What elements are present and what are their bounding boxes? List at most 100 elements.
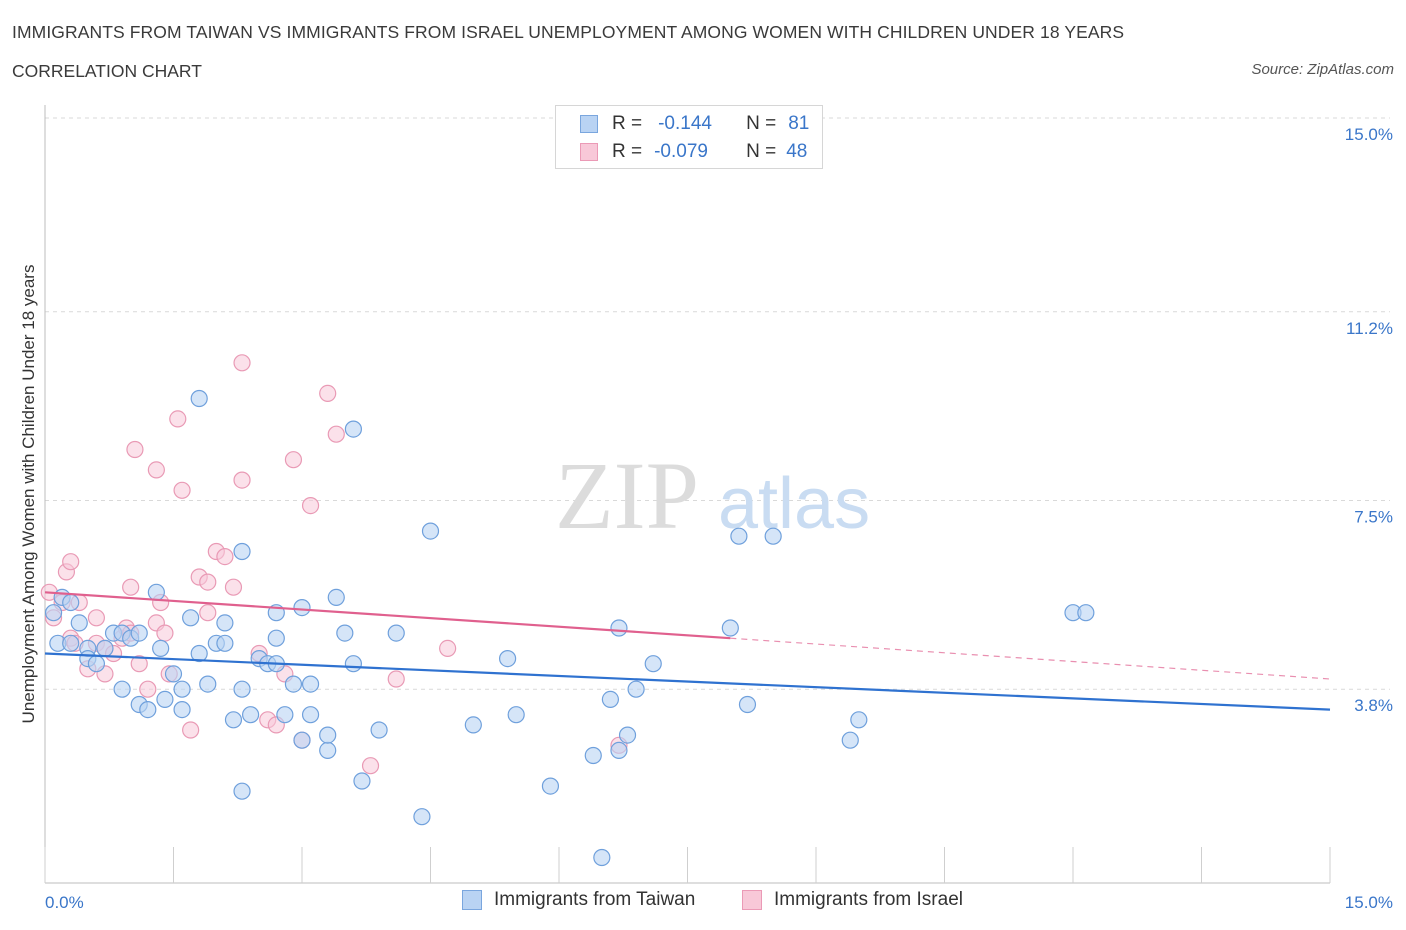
israel-point	[439, 639, 457, 658]
taiwan-point	[70, 614, 88, 632]
israel-point	[301, 497, 320, 515]
taiwan-point	[319, 741, 337, 760]
y-tick-label: 3.8%	[1354, 696, 1393, 715]
taiwan-point	[327, 588, 345, 607]
taiwan-point	[319, 726, 337, 744]
taiwan-point	[113, 680, 131, 698]
taiwan-point	[139, 700, 157, 719]
taiwan-trend-line	[44, 652, 1331, 711]
legend-n-value: 48	[786, 141, 808, 162]
legend-item-taiwan[interactable]: Immigrants from Taiwan	[462, 889, 695, 911]
legend-label-israel: Immigrants from Israel	[774, 889, 963, 910]
taiwan-point	[156, 690, 174, 709]
israel-point	[147, 461, 165, 479]
taiwan-point	[96, 639, 114, 658]
taiwan-point	[284, 675, 303, 693]
taiwan-point	[1077, 604, 1095, 622]
taiwan-point	[610, 619, 628, 637]
taiwan-point	[267, 629, 285, 647]
legend-swatch-taiwan	[580, 115, 598, 133]
taiwan-point	[87, 655, 106, 673]
y-axis-label: Unemployment Among Women with Children U…	[19, 265, 38, 724]
taiwan-point	[301, 675, 320, 693]
taiwan-point	[147, 583, 165, 601]
taiwan-point	[216, 614, 234, 632]
taiwan-point	[764, 527, 782, 545]
taiwan-point	[190, 389, 208, 408]
legend-row-israel: R = -0.079 N = 48	[580, 140, 807, 164]
taiwan-point	[199, 675, 217, 693]
israel-point	[361, 757, 380, 775]
taiwan-point	[242, 706, 260, 724]
taiwan-point	[301, 706, 320, 724]
taiwan-point	[44, 604, 63, 622]
israel-point	[87, 609, 106, 627]
israel-points	[40, 354, 628, 775]
taiwan-point	[173, 700, 191, 719]
legend-n-value: 81	[788, 113, 810, 134]
taiwan-point	[584, 746, 602, 765]
israel-point	[169, 410, 187, 428]
taiwan-point	[541, 777, 560, 795]
x-tick-label: 15.0%	[1345, 893, 1393, 912]
taiwan-point	[738, 695, 757, 714]
israel-point	[139, 680, 157, 698]
x-tick-label: 0.0%	[45, 893, 84, 912]
taiwan-point	[353, 772, 371, 790]
taiwan-point	[841, 731, 859, 749]
legend-r-value: -0.079	[654, 141, 708, 162]
israel-point	[182, 721, 200, 739]
israel-point	[224, 578, 243, 596]
stats-legend: R = -0.144 N = 81 R = -0.079 N = 48	[555, 105, 823, 169]
watermark-zip: ZIP	[555, 442, 699, 549]
israel-point	[126, 440, 144, 459]
taiwan-point	[499, 649, 517, 668]
legend-r-label: R =	[612, 113, 643, 134]
taiwan-points	[44, 389, 1095, 867]
watermark: ZIP atlas	[555, 442, 870, 549]
israel-point	[122, 578, 140, 596]
israel-point	[173, 481, 191, 499]
legend-item-israel[interactable]: Immigrants from Israel	[742, 889, 963, 911]
taiwan-point	[610, 741, 628, 760]
taiwan-point	[601, 690, 620, 709]
taiwan-point	[62, 593, 80, 612]
israel-point	[156, 624, 174, 642]
legend-n-label: N =	[746, 141, 777, 162]
israel-point	[216, 547, 234, 566]
israel-trend-extension	[730, 637, 1331, 680]
taiwan-point	[344, 655, 362, 673]
tick-labels: 3.8% 7.5% 11.2% 15.0% 0.0% 15.0%	[45, 125, 1393, 912]
trend-lines	[44, 591, 1331, 711]
taiwan-point	[507, 706, 525, 724]
axes	[44, 105, 1331, 884]
taiwan-point	[387, 624, 405, 642]
legend-row-taiwan: R = -0.144 N = 81	[580, 112, 809, 136]
taiwan-point	[721, 619, 739, 637]
israel-point	[233, 471, 251, 489]
taiwan-point	[233, 782, 251, 800]
y-tick-label: 15.0%	[1345, 125, 1393, 144]
taiwan-point	[62, 634, 80, 652]
taiwan-point	[224, 711, 243, 729]
legend-r-label: R =	[612, 141, 643, 162]
taiwan-point	[216, 634, 234, 652]
legend-n-label: N =	[746, 113, 777, 134]
taiwan-point	[336, 624, 354, 642]
israel-point	[199, 573, 217, 591]
taiwan-point	[293, 731, 311, 749]
chart-subtitle: CORRELATION CHART	[12, 61, 202, 81]
taiwan-point	[130, 624, 148, 642]
legend-r-value: -0.144	[658, 113, 712, 134]
israel-trend-line	[44, 591, 731, 640]
israel-point	[130, 655, 148, 673]
taiwan-point	[164, 665, 183, 683]
legend-swatch-taiwan	[462, 890, 482, 910]
israel-point	[319, 384, 337, 402]
taiwan-point	[644, 655, 662, 673]
taiwan-point	[593, 848, 611, 867]
taiwan-point	[173, 680, 191, 698]
taiwan-point	[413, 808, 431, 826]
taiwan-point	[464, 716, 482, 734]
taiwan-point	[276, 706, 294, 724]
